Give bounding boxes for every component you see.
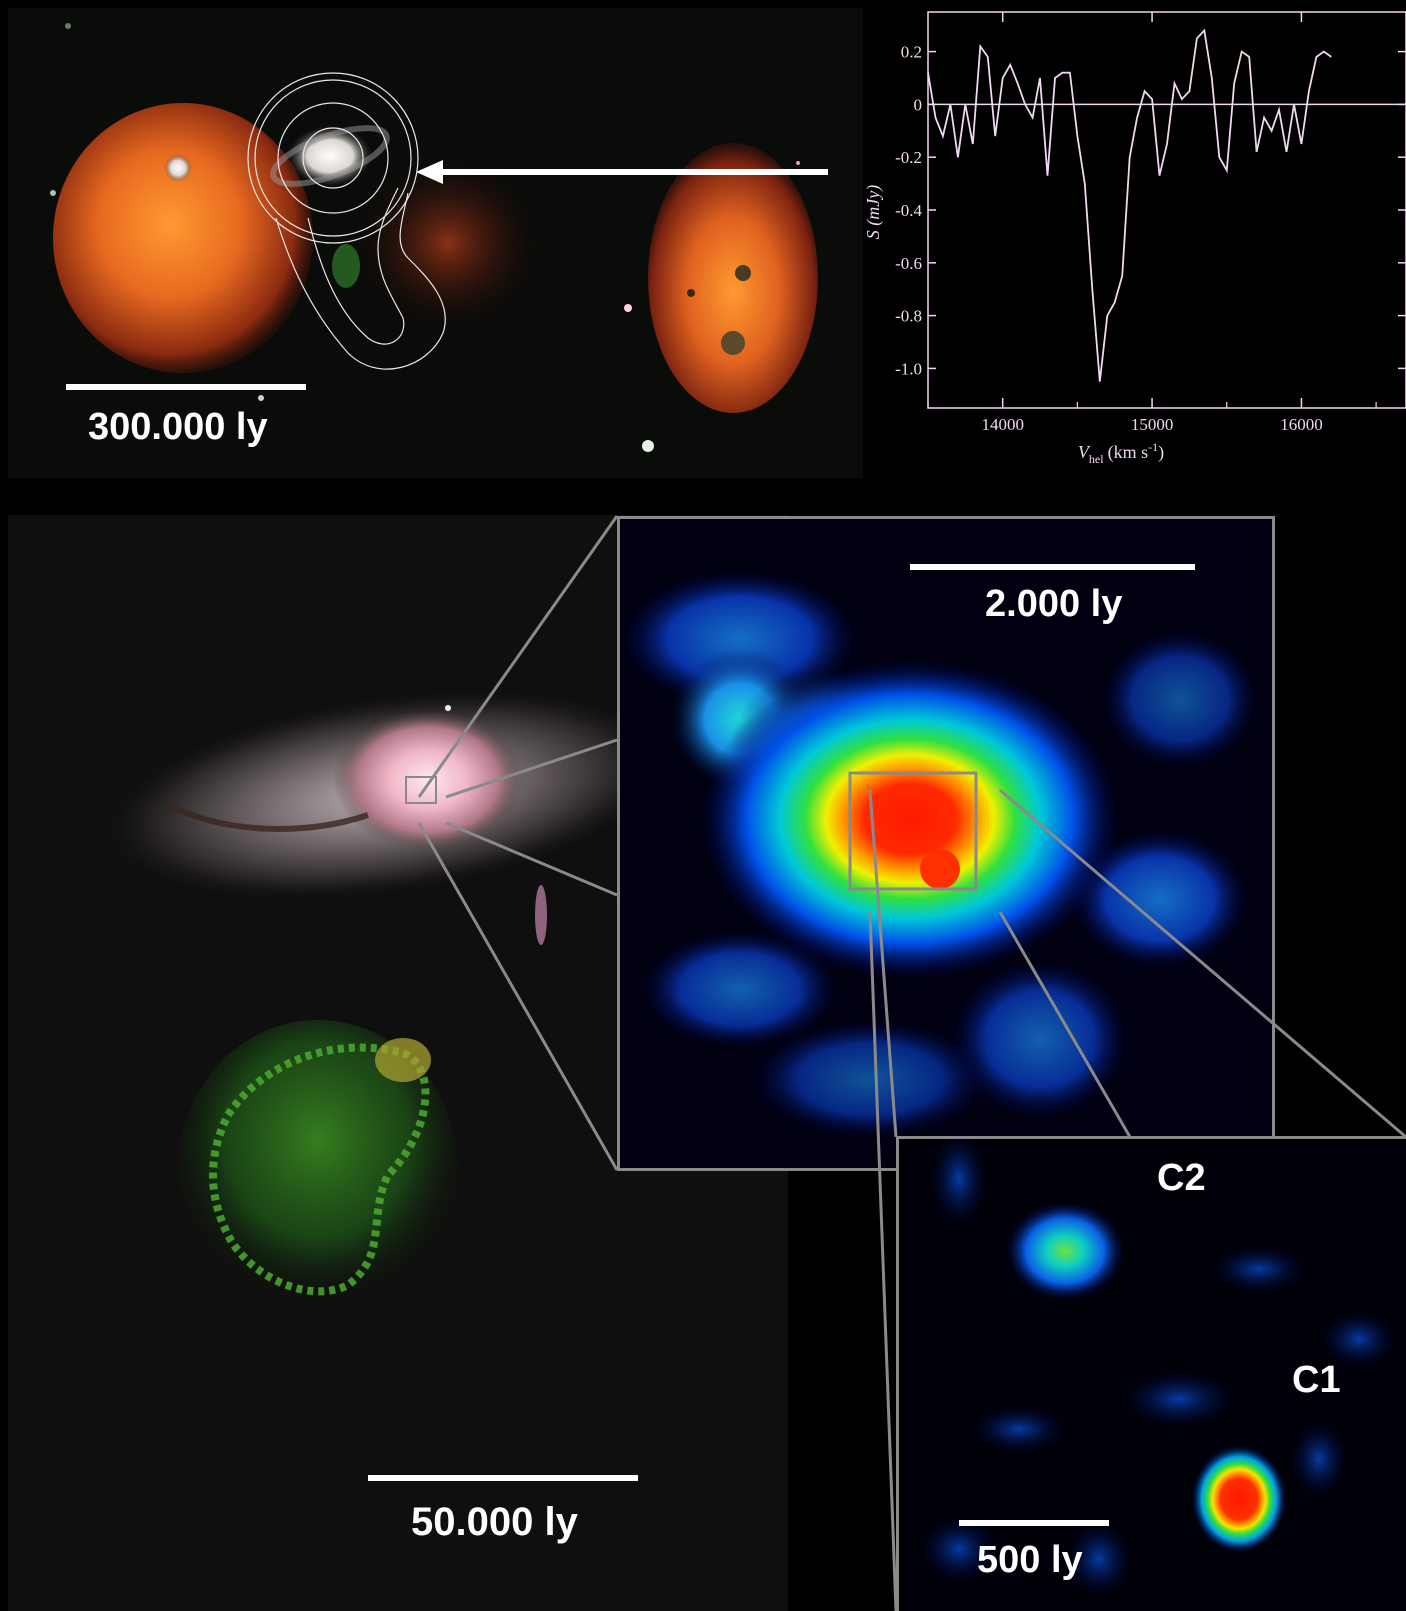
scale-bar-300000 (66, 384, 306, 390)
zoom2-svg (899, 1139, 1406, 1611)
source-label-c2: C2 (1157, 1157, 1206, 1199)
hi-spectrum-chart: 0.2 0 -0.2 -0.4 -0.6 -0.8 -1.0 14000 15000 16000… (863, 0, 1406, 480)
x-tick-label: 14000 (981, 415, 1024, 434)
scale-label-500: 500 ly (977, 1539, 1083, 1581)
y-tick-label: -0.2 (895, 148, 922, 167)
zoom2-radio-map: C2 C1 500 ly (896, 1136, 1406, 1611)
x-tick-label: 15000 (1131, 415, 1174, 434)
x-tick-label: 16000 (1280, 415, 1323, 434)
spectrum-x-label: Vhel (km s-1) (1078, 440, 1164, 466)
spectrum-svg: 0.2 0 -0.2 -0.4 -0.6 -0.8 -1.0 14000 15000 16000… (863, 11, 1406, 466)
y-tick-label: -0.6 (895, 254, 922, 273)
y-tick-label: -0.4 (895, 201, 922, 220)
top-galaxy-svg (50, 23, 828, 452)
scale-label-2000: 2.000 ly (985, 583, 1123, 625)
scale-bar-2000 (910, 564, 1195, 570)
scale-bar-500 (959, 1520, 1109, 1526)
zoom1-svg (620, 519, 1272, 1168)
y-tick-label: 0.2 (901, 43, 922, 62)
zoom1-radio-map: 2.000 ly (617, 516, 1275, 1171)
spectrum-x-ticks: 14000 15000 16000 (927, 12, 1377, 434)
spectrum-y-ticks: 0.2 0 -0.2 -0.4 -0.6 -0.8 -1.0 (895, 43, 1406, 378)
y-tick-label: 0 (914, 95, 923, 114)
zoom-region-2 (848, 771, 978, 891)
scale-bar-50000 (368, 1475, 638, 1481)
top-galaxy-image: 300.000 ly (8, 8, 863, 478)
scale-label-50000: 50.000 ly (411, 1500, 578, 1544)
spectrum-y-label: S (mJy) (863, 185, 884, 239)
scale-label-300000: 300.000 ly (88, 406, 268, 448)
y-tick-label: -1.0 (895, 359, 922, 378)
spectrum-line (927, 28, 1332, 382)
source-label-c1: C1 (1292, 1359, 1341, 1401)
spectrum-frame (927, 11, 1406, 409)
y-tick-label: -0.8 (895, 307, 922, 326)
